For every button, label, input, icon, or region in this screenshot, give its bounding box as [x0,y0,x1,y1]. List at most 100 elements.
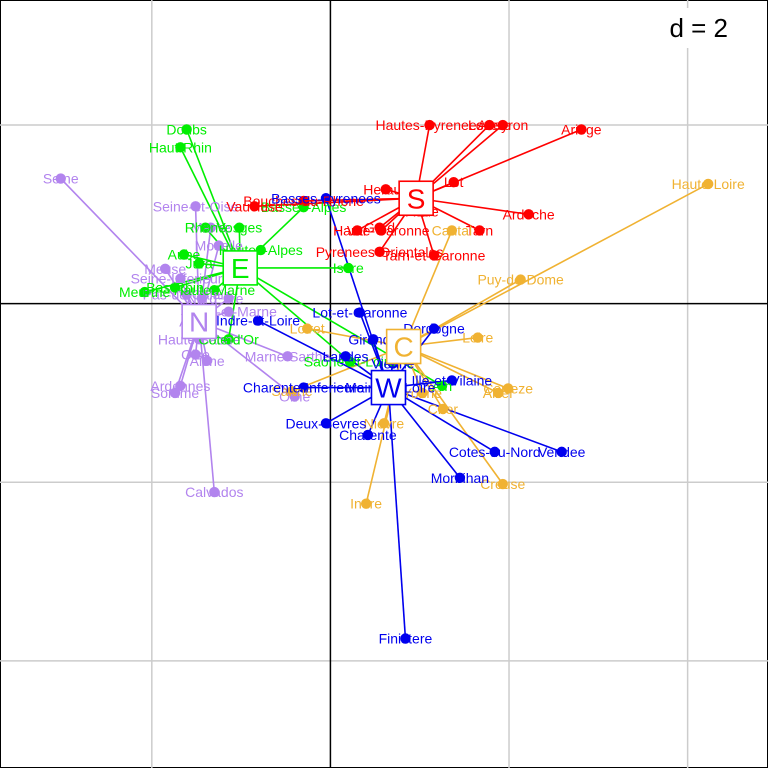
point-label: Seine [43,171,79,187]
point-label: Finistere [379,631,433,647]
point-label: Ardeche [503,206,555,222]
link-sarthe [291,345,404,392]
point-label: Isere [333,260,364,276]
link-seine [60,178,200,323]
point-label: Somme [151,385,199,401]
point-cher [437,403,449,415]
point-label: Ain [432,378,452,394]
point-seine [55,173,66,184]
point-pas-de-calais [181,289,192,300]
point-var [352,225,363,236]
point-label: Puy-de-Dome [477,272,564,288]
point-label: Ille-et-Vilaine [412,372,493,388]
point-label: Orne [279,389,310,405]
point-finistere [400,633,411,644]
point-label: Marne [191,220,231,236]
point-gironde [368,334,379,345]
point-cote-d'or [223,334,234,345]
point-label: Haut-Rhin [149,139,212,155]
point-tarn [474,225,485,236]
point-label: Nord [187,290,217,306]
point-label: Basses-Alpes [261,199,347,215]
point-labels: Seine Seine-et-Oise Marne Moselle MeuseSeine… [43,117,745,646]
point-marne-sarthe [282,351,293,362]
point-label: Oise [181,347,210,363]
point-rhone [200,222,211,233]
point-indre-et-loire [252,315,264,326]
point-ardeche [523,209,534,220]
group-box-n [181,303,217,340]
point-label: Herault [363,181,408,197]
point-label: Ariege [561,121,602,137]
point-label: Loire [462,330,493,346]
point-yonne [417,387,428,399]
point-label: Gard [364,220,395,236]
point-label: Marne-Sarthe [245,348,331,364]
point-label: Meuse [144,261,186,277]
point-loire [472,332,483,343]
link-vendee [388,386,562,453]
point-lozere [484,119,495,131]
point-morbihan [454,472,466,483]
point-label: Seine-et-Oise [153,198,239,214]
point-label: Aisne [190,353,225,369]
point-label: Aveyron [477,117,528,133]
point-bouches-du-rhone [298,195,309,207]
point-hautes-pyrenees [424,119,435,131]
point-label: Allier [483,385,514,401]
point-label: Charente [339,427,397,443]
point-label: Yonne [403,385,442,401]
point-cantal [446,225,458,236]
point-label: Lot-et-Garonne [312,305,407,321]
point-label: Sarthe [271,383,312,399]
point-label: Var [347,222,368,238]
point-label: Seine-Inferieure [131,271,231,287]
point-lot-et-garonne [354,307,366,318]
point-cotes-du-nord [489,446,500,458]
group-box-c [385,328,422,365]
points [55,119,714,644]
group-label-s: S [407,183,426,214]
point-label: Doubs [166,121,206,137]
point-haute-garonne [376,225,387,236]
point-basses-pyrenees [320,193,332,204]
point-seine-et-marne [223,306,234,317]
point-label: Landes [323,348,369,364]
point-label: Pyrenees-Orientales [316,244,444,260]
point-moselle [213,240,224,251]
point-allier [493,387,504,399]
point-meuse [160,263,171,274]
point-label: Morbihan [431,470,489,486]
point-label: Vendee [538,444,586,460]
point-vaucluse [249,201,260,212]
point-label: Tarn-et-Garonne [383,247,486,263]
point-label: Basses-Pyrenees [271,190,381,206]
point-tarn-et-garonne [428,250,440,261]
link-ardeche [416,197,529,216]
point-ain [436,380,448,391]
point-ille-et-vilaine [446,375,458,386]
link-puy-de-dome [403,278,522,348]
point-seine-et-oise [190,201,201,212]
point-bas-rhin [169,282,181,293]
point-label: Bouches-du-Rhone [243,193,364,209]
point-herault [380,184,391,195]
point-aisne [201,355,213,366]
point-label: Cher [428,401,459,417]
point-label: Pas-de-Calais [143,287,231,303]
group-box-s [398,180,434,217]
point-hautes-alpes [255,244,266,256]
point-label: Charente-Inferieure [243,380,365,396]
point-label: Indre [350,496,382,512]
point-label: Meurthe [119,284,171,300]
point-label: Nievre [364,415,405,431]
link-calvados [198,321,216,493]
point-label: Haute-Saone [158,331,241,347]
point-haut-rhin [175,142,186,153]
point-doubs [181,124,192,135]
point-nievre [378,418,390,429]
point-jura [193,258,205,269]
point-ariege [576,124,587,135]
